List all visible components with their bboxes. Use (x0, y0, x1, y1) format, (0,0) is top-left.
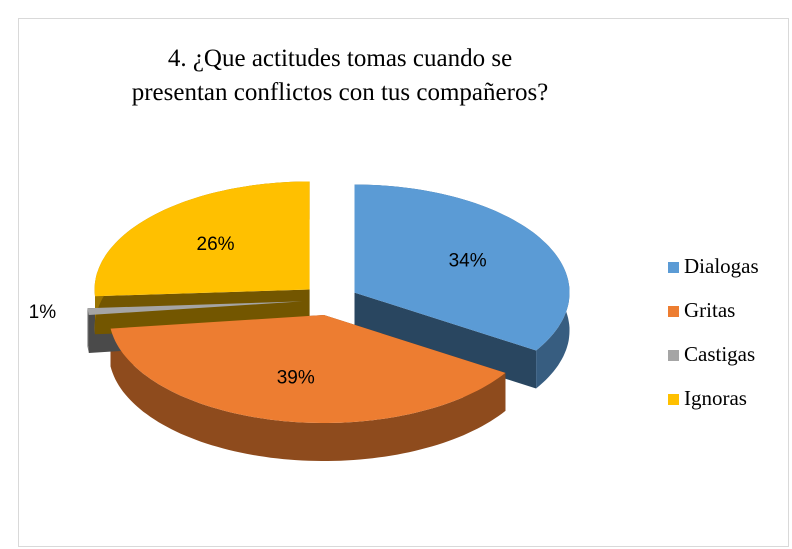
legend-label: Ignoras (684, 386, 747, 410)
legend-label: Castigas (684, 342, 755, 366)
slice-wall (110, 328, 506, 461)
data-label: 26% (197, 234, 235, 255)
legend-swatch (668, 394, 679, 405)
slice (110, 315, 506, 423)
slice (87, 301, 303, 315)
legend-label: Gritas (684, 298, 735, 322)
slice-wall (87, 308, 89, 353)
chart-title: 4. ¿Que actitudes tomas cuando se presen… (131, 45, 549, 106)
data-label: 1% (29, 302, 57, 323)
legend-swatch (668, 262, 679, 273)
pie-tops (87, 181, 570, 423)
data-label: 34% (449, 250, 487, 271)
slice (94, 181, 310, 297)
slice (354, 184, 570, 351)
slice-side (354, 292, 537, 389)
legend-label: Dialogas (684, 254, 759, 278)
legend-swatch (668, 350, 679, 361)
legend-swatch (668, 306, 679, 317)
data-label: 39% (277, 367, 315, 388)
